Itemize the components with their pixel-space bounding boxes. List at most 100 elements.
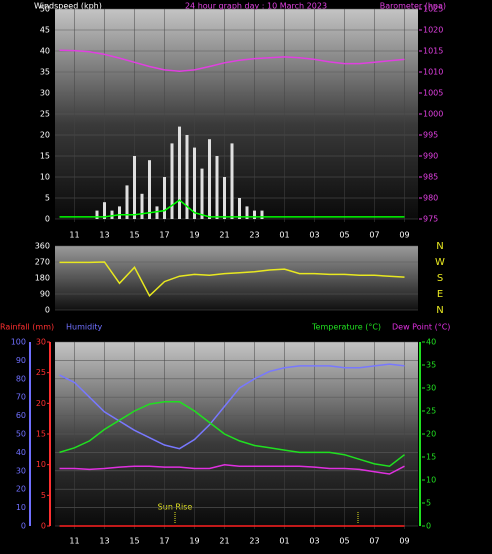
line bbox=[59, 261, 405, 298]
bar bbox=[155, 206, 159, 219]
y-tick-label: 0 bbox=[21, 522, 26, 531]
bar bbox=[95, 210, 99, 219]
bar bbox=[178, 126, 181, 219]
bar bbox=[238, 198, 241, 219]
y2-tick-label: 40 bbox=[426, 338, 436, 347]
y2-axis-title: Temperature (°C) bbox=[311, 323, 381, 332]
y-tick-label: 180 bbox=[35, 274, 50, 283]
annotation: Sun Rise bbox=[158, 503, 193, 512]
y-tick-label: 5 bbox=[45, 194, 50, 203]
line bbox=[59, 464, 405, 475]
y-tick-label: 40 bbox=[16, 448, 26, 457]
y2-tick-label: 980 bbox=[423, 194, 438, 203]
x-tick-label: 07 bbox=[369, 537, 379, 546]
y3-tick-label: 30 bbox=[36, 338, 46, 347]
x-tick-label: 19 bbox=[189, 537, 199, 546]
bar bbox=[185, 135, 189, 219]
y-axis-title: Humidity bbox=[66, 323, 103, 332]
y3-tick-label: 5 bbox=[41, 491, 46, 500]
y-tick-label: 20 bbox=[40, 131, 50, 140]
chart-title: 24 hour graph day : 10 March 2023 bbox=[185, 2, 327, 11]
bar bbox=[215, 156, 219, 219]
bar bbox=[163, 177, 166, 219]
x-tick-label: 01 bbox=[279, 537, 289, 546]
bar bbox=[118, 206, 121, 219]
y-tick-label: 90 bbox=[16, 356, 26, 365]
x-tick-label: 05 bbox=[339, 231, 349, 240]
line bbox=[59, 401, 405, 467]
y-tick-label: 0 bbox=[45, 306, 50, 315]
y2-tick-label: 0 bbox=[426, 522, 431, 531]
bar bbox=[170, 143, 174, 219]
y2-tick-label: 985 bbox=[423, 173, 438, 182]
y2-tick-label: 10 bbox=[426, 476, 436, 485]
x-tick-label: 23 bbox=[249, 537, 259, 546]
y3-tick-label: 15 bbox=[36, 430, 46, 439]
dew-axis-title: Dew Point (°C) bbox=[392, 323, 450, 332]
bar bbox=[200, 168, 204, 219]
x-tick-label: 03 bbox=[309, 537, 319, 546]
x-tick-label: 01 bbox=[279, 231, 289, 240]
y-tick-label: 15 bbox=[40, 152, 50, 161]
bar bbox=[230, 143, 234, 219]
x-tick-label: 11 bbox=[69, 537, 79, 546]
bar bbox=[133, 156, 136, 219]
y2-tick-label: 1020 bbox=[423, 26, 443, 35]
y-tick-label: 90 bbox=[40, 290, 50, 299]
x-tick-label: 03 bbox=[309, 231, 319, 240]
y-tick-label: 10 bbox=[16, 503, 26, 512]
y2-tick-label: 5 bbox=[426, 499, 431, 508]
y-tick-label: 40 bbox=[40, 47, 50, 56]
y-tick-label: 30 bbox=[16, 466, 26, 475]
y3-tick-label: 25 bbox=[36, 368, 46, 377]
x-tick-label: 05 bbox=[339, 537, 349, 546]
bar bbox=[103, 202, 106, 219]
y-tick-label: 25 bbox=[40, 110, 50, 119]
compass-label: N bbox=[436, 305, 443, 316]
bar bbox=[253, 210, 256, 219]
x-tick-label: 17 bbox=[159, 231, 169, 240]
x-tick-label: 07 bbox=[369, 231, 379, 240]
y-tick-label: 35 bbox=[40, 68, 50, 77]
y-tick-label: 0 bbox=[45, 215, 50, 224]
y2-tick-label: 15 bbox=[426, 453, 436, 462]
y2-tick-label: 990 bbox=[423, 152, 438, 161]
x-tick-label: 19 bbox=[189, 231, 199, 240]
y-tick-label: 60 bbox=[16, 411, 26, 420]
y-tick-label: 10 bbox=[40, 173, 50, 182]
y-axis-title: Windspeed (kph) bbox=[34, 2, 102, 11]
bar bbox=[193, 147, 196, 219]
y-tick-label: 50 bbox=[16, 430, 26, 439]
bar bbox=[245, 206, 249, 219]
y2-tick-label: 1010 bbox=[423, 68, 443, 77]
bar bbox=[223, 177, 226, 219]
y-tick-label: 360 bbox=[35, 242, 50, 251]
y-tick-label: 30 bbox=[40, 89, 50, 98]
bar bbox=[125, 185, 129, 219]
y3-axis-title: Rainfall (mm) bbox=[0, 323, 54, 332]
x-tick-label: 23 bbox=[249, 231, 259, 240]
y2-axis-title: Barometer (hpa) bbox=[380, 2, 446, 11]
y2-tick-label: 1015 bbox=[423, 47, 443, 56]
line bbox=[59, 49, 405, 72]
bar bbox=[208, 139, 211, 219]
x-tick-label: 13 bbox=[99, 537, 109, 546]
y3-tick-label: 10 bbox=[36, 460, 46, 469]
y-tick-label: 20 bbox=[16, 485, 26, 494]
x-tick-label: 11 bbox=[69, 231, 79, 240]
y3-tick-label: 0 bbox=[41, 522, 46, 531]
x-tick-label: 15 bbox=[129, 231, 139, 240]
y2-tick-label: 1025 bbox=[423, 5, 443, 14]
x-tick-label: 21 bbox=[219, 537, 229, 546]
compass-label: E bbox=[437, 289, 443, 300]
y2-tick-label: 1005 bbox=[423, 89, 443, 98]
y-tick-label: 270 bbox=[35, 258, 50, 267]
bar bbox=[110, 210, 114, 219]
x-tick-label: 17 bbox=[159, 537, 169, 546]
y3-tick-label: 20 bbox=[36, 399, 46, 408]
y2-tick-label: 1000 bbox=[423, 110, 443, 119]
x-tick-label: 09 bbox=[399, 537, 409, 546]
bar bbox=[260, 210, 264, 219]
